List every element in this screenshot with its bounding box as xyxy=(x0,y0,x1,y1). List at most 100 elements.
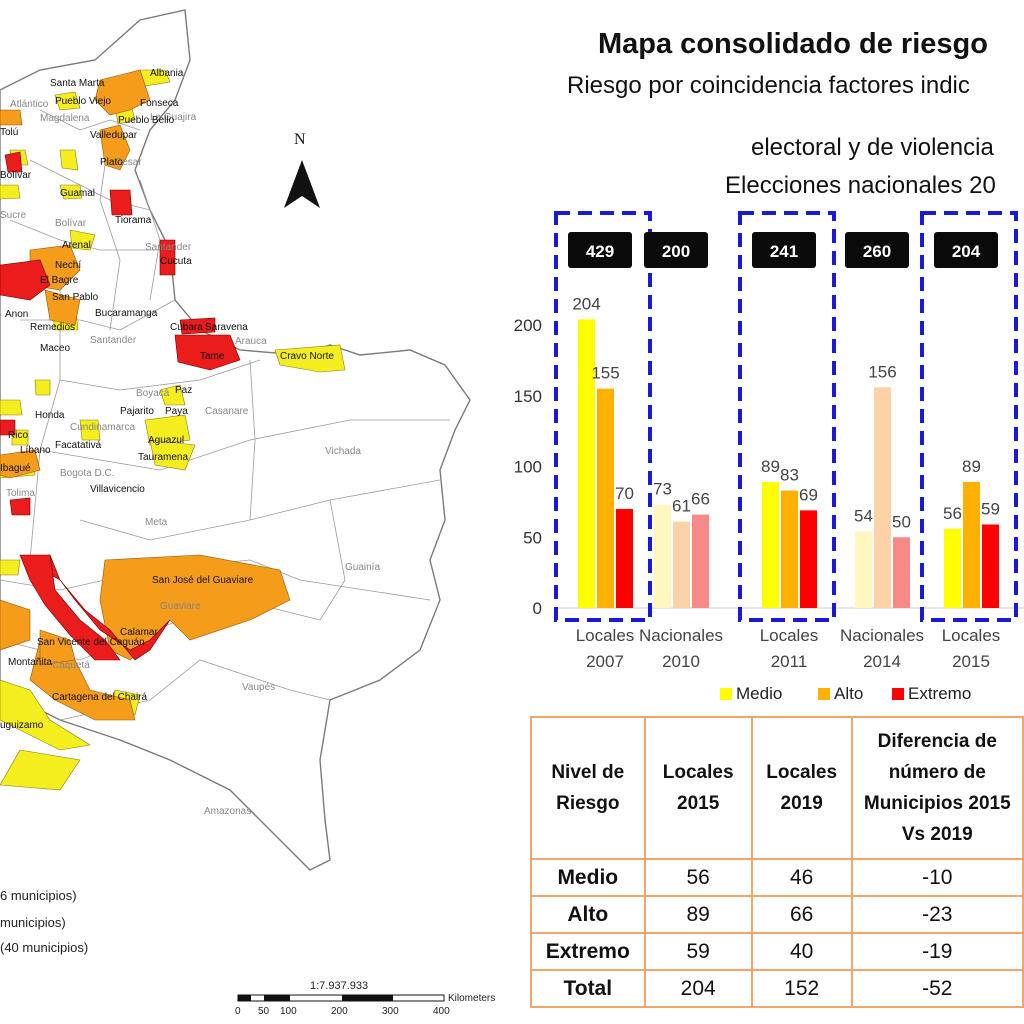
legend-label-alto: Alto xyxy=(834,684,864,703)
map-municipality-label: San Pablo xyxy=(52,292,99,303)
bar-extremo xyxy=(800,510,817,608)
y-tick-label: 0 xyxy=(533,599,542,618)
y-tick-label: 50 xyxy=(523,528,542,547)
map-department-label: Amazonas xyxy=(204,806,252,817)
bar-value-label: 66 xyxy=(691,490,710,509)
map-municipality-label: Paz xyxy=(175,385,193,396)
scale-tick: 400 xyxy=(433,1006,450,1017)
total-badge-value: 260 xyxy=(863,242,891,261)
bar-medio xyxy=(654,504,671,608)
map-department-label: Arauca xyxy=(235,336,267,347)
map-municipality-label: El Bagre xyxy=(40,275,79,286)
table-cell: -23 xyxy=(850,895,1024,934)
table-header-diferencia: Diferencia de número de Municipios 2015 … xyxy=(850,716,1024,860)
map-department-label: Guainía xyxy=(345,562,381,573)
map-department-label: Vaupés xyxy=(242,682,276,693)
y-tick-label: 200 xyxy=(514,316,542,335)
x-category-year: 2015 xyxy=(952,652,990,671)
bar-value-label: 89 xyxy=(761,457,780,476)
map-municipality-label: Cravo Norte xyxy=(280,351,334,362)
map-department-label: Magdalena xyxy=(40,113,90,124)
comparison-table: Nivel de Riesgo Locales 2015 Locales 201… xyxy=(530,716,1024,1008)
map-department-label: Bogota D.C. xyxy=(60,468,115,479)
subtitle-line-3: Elecciones nacionales 20 xyxy=(725,172,996,199)
scale-tick: 200 xyxy=(331,1006,348,1017)
highlight-box xyxy=(738,211,836,622)
alto-zones xyxy=(0,69,291,721)
bar-value-label: 89 xyxy=(962,457,981,476)
table-cell: 204 xyxy=(643,969,753,1008)
map-municipality-label: Facatativá xyxy=(55,440,102,451)
map-municipality-label: uguizamo xyxy=(0,720,44,731)
x-category-label: Locales xyxy=(576,626,635,645)
map-municipality-label: Cartagena del Chairá xyxy=(52,692,148,703)
table-row-label: Alto xyxy=(530,895,646,934)
total-badge xyxy=(752,232,816,268)
legend-label-extremo: Extremo xyxy=(908,684,972,703)
map-municipality-label: Villavicencio xyxy=(90,484,145,495)
map-municipality-label: Pueblo Viejo xyxy=(55,96,111,107)
table-cell: 59 xyxy=(643,932,753,971)
map-municipality-label: Tolú xyxy=(0,127,19,138)
risk-bar-chart: 05010015020042920415570Locales2007200736… xyxy=(514,211,1024,671)
bar-alto xyxy=(597,388,614,608)
table-cell: -52 xyxy=(850,969,1024,1008)
map-municipality-label: Tiorama xyxy=(115,215,152,226)
table-row-label: Extremo xyxy=(530,932,646,971)
map-municipality-label: Honda xyxy=(35,410,65,421)
table-cell: 66 xyxy=(750,895,853,934)
bar-extremo xyxy=(893,537,910,608)
map-municipality-label: Anon xyxy=(5,309,29,320)
total-badge xyxy=(568,232,632,268)
table-header-2015: Locales 2015 xyxy=(643,716,753,860)
legend-swatch-medio xyxy=(720,688,732,700)
north-label: N xyxy=(294,131,306,148)
scale-tick: 100 xyxy=(280,1006,297,1017)
table-row-medio: Medio 56 46 -10 xyxy=(530,858,1024,897)
legend-swatch-alto xyxy=(818,688,830,700)
map-department-label: Santander xyxy=(90,335,137,346)
legend-label-medio: Medio xyxy=(736,684,783,703)
table-row-label: Total xyxy=(530,969,646,1008)
map-department-label: Guaviare xyxy=(160,601,201,612)
map-department-label: Cundinamarca xyxy=(70,422,136,433)
scale-bar xyxy=(237,994,445,1002)
x-category-label: Nacionales xyxy=(840,626,924,645)
map-department-label: Meta xyxy=(145,517,168,528)
map-municipality-label: Saravena xyxy=(205,322,248,333)
map-department-label: Caquetá xyxy=(52,660,90,671)
y-tick-label: 100 xyxy=(514,458,542,477)
map-department-label: Atlántico xyxy=(10,99,49,110)
total-badge-value: 429 xyxy=(586,242,614,261)
scale-tick: 300 xyxy=(382,1006,399,1017)
map-municipality-label: Líbano xyxy=(20,445,51,456)
x-category-year: 2010 xyxy=(662,652,700,671)
map-legend-extremo: (40 municipios) xyxy=(0,940,89,955)
total-badge xyxy=(644,232,708,268)
bar-value-label: 54 xyxy=(854,507,873,526)
map-municipality-label: Paya xyxy=(165,406,188,417)
colombia-map xyxy=(0,9,471,1002)
bar-extremo xyxy=(982,524,999,608)
bar-value-label: 61 xyxy=(672,497,691,516)
legend-swatch-extremo xyxy=(892,688,904,700)
x-category-label: Locales xyxy=(760,626,819,645)
table-header-row: Nivel de Riesgo Locales 2015 Locales 201… xyxy=(530,716,1024,860)
table-row-alto: Alto 89 66 -23 xyxy=(530,895,1024,934)
map-department-label: Casanare xyxy=(205,406,249,417)
subtitle-line-2: electoral y de violencia xyxy=(751,134,994,161)
table-cell: -10 xyxy=(850,858,1024,897)
map-municipality-label: Pueblo Bello xyxy=(118,115,175,126)
highlight-box xyxy=(920,211,1018,622)
map-municipality-label: Tauramena xyxy=(138,452,189,463)
map-department-label: Bolívar xyxy=(55,218,87,229)
extremo-zones xyxy=(0,151,241,661)
map-department-label: Sucre xyxy=(0,210,27,221)
legend-item-alto: Alto xyxy=(818,684,863,704)
table-row-extremo: Extremo 59 40 -19 xyxy=(530,932,1024,971)
bar-value-label: 73 xyxy=(653,480,672,499)
map-municipality-label: Tame xyxy=(200,351,225,362)
bar-value-label: 204 xyxy=(572,294,600,313)
table-cell: -19 xyxy=(850,932,1024,971)
table-cell: 40 xyxy=(750,932,853,971)
